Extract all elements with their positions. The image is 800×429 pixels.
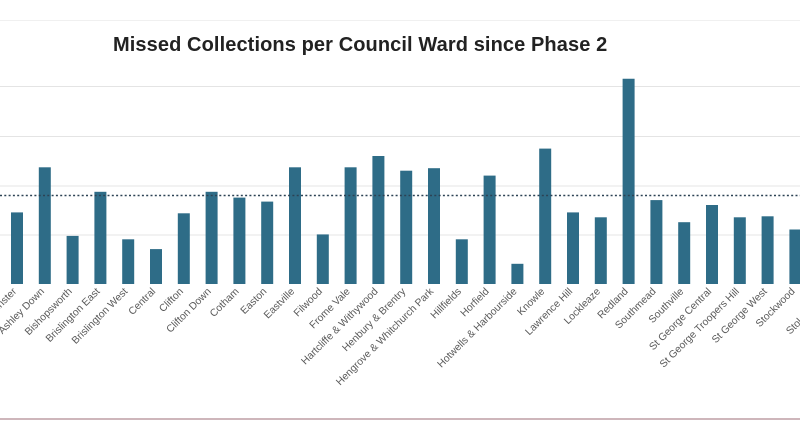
svg-text:Eastville: Eastville	[262, 286, 297, 321]
svg-text:Hillfields: Hillfields	[429, 286, 464, 321]
svg-text:Cotham: Cotham	[208, 286, 241, 319]
svg-text:Central: Central	[127, 286, 158, 317]
